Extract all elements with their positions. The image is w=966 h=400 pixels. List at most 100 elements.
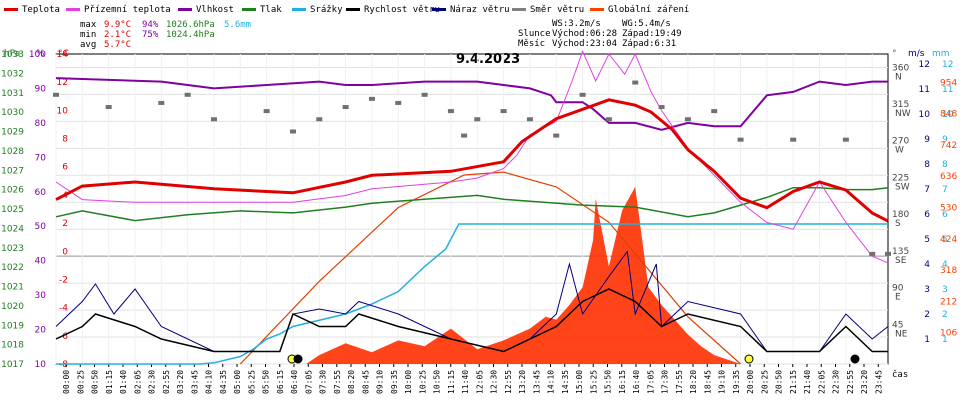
temp-tick: 12 xyxy=(57,78,68,88)
x-tick-label: 10:00 xyxy=(404,370,413,394)
wm2-tick: 530 xyxy=(940,204,957,214)
hpa-tick: 1023 xyxy=(1,244,24,254)
x-tick-label: 07:30 xyxy=(319,370,328,394)
wind-dir-mark xyxy=(474,117,481,122)
legend-swatch-8 xyxy=(590,8,604,11)
dir-unit: ° xyxy=(892,49,897,59)
x-tick-label: 15:00 xyxy=(575,370,584,394)
hpa-tick: 1021 xyxy=(1,283,24,293)
dir-tick-label: S xyxy=(895,219,901,229)
x-tick-label: 20:00 xyxy=(746,370,755,394)
wm2-tick: 636 xyxy=(940,172,957,182)
moonrise-marker xyxy=(850,354,860,364)
wind-dir-mark xyxy=(53,92,59,97)
wind-dir-mark xyxy=(289,129,296,134)
legend-label-2: Vlhkost xyxy=(196,5,234,15)
x-tick-label: 20:50 xyxy=(775,370,784,394)
hpa-tick: 1032 xyxy=(1,69,24,79)
mm-tick: 1 xyxy=(942,335,948,345)
x-tick-label: 16:40 xyxy=(632,370,641,394)
x-tick-label: 15:25 xyxy=(589,370,598,394)
info-sunset: Západ:19:49 xyxy=(622,29,682,39)
ms-tick: 3 xyxy=(924,285,930,295)
ms-tick: 11 xyxy=(919,85,930,95)
mm-tick: 5 xyxy=(942,235,948,245)
mm-tick: 2 xyxy=(942,310,948,320)
stat-avg-temp: 5.7°C xyxy=(104,40,131,50)
pct-tick: 100 xyxy=(29,50,46,60)
dir-tick-label: NW xyxy=(895,109,911,119)
series-layer xyxy=(53,49,891,365)
hpa-tick: 1017 xyxy=(1,360,24,370)
legend-label-0: Teplota xyxy=(22,5,60,15)
dir-tick: 45 xyxy=(892,320,903,330)
wind-dir-mark xyxy=(395,100,402,105)
x-tick-label: 00:50 xyxy=(91,370,100,394)
dir-tick-label: NE xyxy=(895,329,908,339)
pct-unit: % xyxy=(36,49,45,59)
ms-tick: 5 xyxy=(924,235,930,245)
x-tick-label: 19:35 xyxy=(732,370,741,394)
x-tick-label: 23:45 xyxy=(874,370,883,394)
pct-tick: 10 xyxy=(35,360,47,370)
wind-dir-mark xyxy=(842,137,849,142)
x-tick-label: 11:15 xyxy=(447,370,456,394)
ground-temp-line xyxy=(55,49,889,264)
x-tick-label: 08:20 xyxy=(347,370,356,394)
x-tick-label: 06:15 xyxy=(276,370,285,394)
mm-tick: 12 xyxy=(942,60,953,70)
x-tick-label: 12:05 xyxy=(475,370,484,394)
x-tick-label: 16:15 xyxy=(618,370,627,394)
x-tick-label: 22:05 xyxy=(817,370,826,394)
pct-tick: 80 xyxy=(35,119,47,129)
temp-tick: 14 xyxy=(57,50,69,60)
ms-tick: 8 xyxy=(924,160,930,170)
dir-tick-label: SE xyxy=(895,256,907,266)
mm-tick: 10 xyxy=(942,110,954,120)
pct-tick: 40 xyxy=(35,257,47,267)
wm2-tick: 424 xyxy=(940,235,957,245)
wind-dir-mark xyxy=(684,117,691,122)
wind-dir-mark xyxy=(342,105,349,110)
hpa-tick: 1025 xyxy=(1,205,24,215)
temp-tick: 10 xyxy=(57,106,69,116)
info-ws: WS:3.2m/s xyxy=(552,19,601,29)
stat-min-temp: 2.1°C xyxy=(104,30,131,40)
wind-dir-mark xyxy=(421,92,428,97)
dir-tick-label: SW xyxy=(895,182,910,192)
x-tick-label: 12:55 xyxy=(504,370,513,394)
legend-label-6: Náraz větru xyxy=(450,5,510,15)
legend-label-4: Srážky xyxy=(310,5,343,15)
legend-swatch-2 xyxy=(178,8,192,11)
wind-dir-mark xyxy=(105,105,112,110)
x-tick-label: 19:10 xyxy=(718,370,727,394)
x-tick-label: 09:10 xyxy=(376,370,385,394)
wm2-tick: 848 xyxy=(940,110,957,120)
stat-min-press: 1024.4hPa xyxy=(166,30,215,40)
wind-dir-mark xyxy=(632,80,639,85)
dir-tick: 180 xyxy=(892,210,909,220)
ms-tick: 6 xyxy=(924,210,930,220)
ms-tick: 7 xyxy=(924,185,930,195)
pct-tick: 20 xyxy=(35,326,47,336)
x-tick-label: 17:55 xyxy=(675,370,684,394)
x-tick-label: 22:55 xyxy=(846,370,855,394)
dir-tick: 360 xyxy=(892,63,909,73)
x-tick-label: 13:45 xyxy=(532,370,541,394)
x-tick-label: 02:05 xyxy=(133,370,142,394)
ms-tick: 4 xyxy=(924,260,930,270)
hpa-tick: 1018 xyxy=(1,341,24,351)
x-tick-label: 11:40 xyxy=(461,370,470,394)
hpa-tick: 1029 xyxy=(1,128,24,138)
x-tick-label: 04:35 xyxy=(219,370,228,394)
legend-swatch-5 xyxy=(346,8,360,11)
legend-swatch-7 xyxy=(512,8,526,11)
dir-tick-label: W xyxy=(895,146,904,156)
wind-dir-mark xyxy=(368,96,375,101)
mm-tick: 3 xyxy=(942,285,948,295)
sunset-marker xyxy=(744,354,754,364)
x-tick-label: 20:25 xyxy=(760,370,769,394)
legend-label-5: Rychlost větru xyxy=(364,5,440,15)
x-tick-label: 09:35 xyxy=(390,370,399,394)
dir-tick: 270 xyxy=(892,137,909,147)
